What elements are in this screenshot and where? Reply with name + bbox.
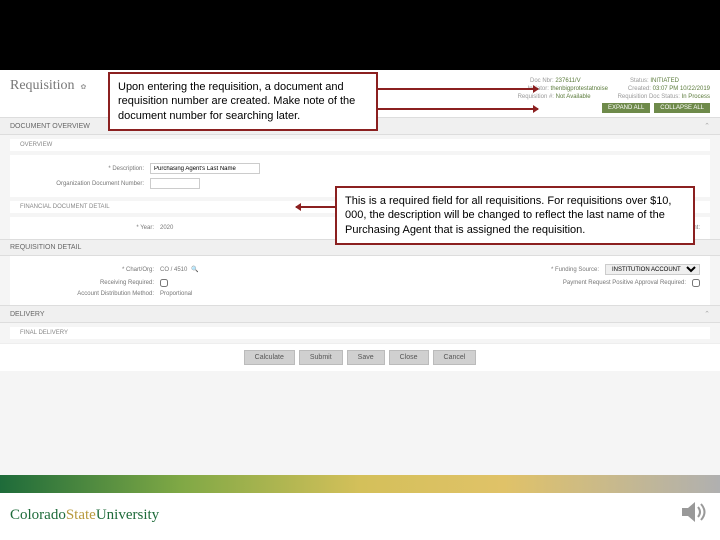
payment-request-label: Payment Request Positive Approval Requir… (522, 280, 692, 286)
created: Created: 03:07 PM 10/22/2019 (628, 86, 710, 92)
csu-logo: ColoradoStateUniversity (10, 507, 159, 524)
save-button[interactable]: Save (347, 350, 385, 365)
doc-nbr: Doc Nbr: 237611/V (530, 78, 610, 84)
section-label: DELIVERY (10, 311, 45, 318)
description-input[interactable] (150, 163, 260, 174)
collapse-all-button[interactable]: COLLAPSE ALL (654, 103, 710, 113)
slide-top-black (0, 0, 720, 70)
gear-icon[interactable]: ✿ (81, 84, 87, 91)
chart-org-value: CO / 4510 (160, 267, 187, 273)
chevron-up-icon: ⌃ (704, 310, 710, 318)
section-delivery[interactable]: DELIVERY ⌃ (0, 305, 720, 323)
funding-source-select[interactable]: INSTITUTION ACCOUNT (605, 264, 700, 275)
status: Status: INITIATED (630, 78, 710, 84)
description-label: * Description: (10, 166, 150, 172)
slide-footer: ColoradoStateUniversity (0, 475, 720, 540)
org-doc-num-label: Organization Document Number: (10, 181, 150, 187)
payment-request-checkbox[interactable] (692, 279, 700, 287)
sound-icon[interactable] (680, 499, 710, 532)
org-doc-num-input[interactable] (150, 178, 200, 189)
cancel-button[interactable]: Cancel (433, 350, 477, 365)
submit-button[interactable]: Submit (299, 350, 343, 365)
receiving-required-label: Receiving Required: (20, 280, 160, 286)
chart-org-label: * Chart/Org: (20, 267, 160, 273)
arrow-icon (378, 88, 538, 90)
year-value: 2020 (160, 225, 173, 231)
annotation-description: This is a required field for all requisi… (335, 186, 695, 245)
gradient-bar (0, 475, 720, 493)
receiving-required-checkbox[interactable] (160, 279, 168, 287)
page-title-wrap: Requisition ✿ (10, 78, 86, 94)
account-dist-value: Proportional (160, 291, 192, 297)
header-info: Doc Nbr: 237611/V Status: INITIATED Init… (518, 78, 710, 113)
funding-source-label: * Funding Source: (435, 267, 605, 273)
arrow-icon (296, 206, 335, 208)
search-icon[interactable]: 🔍 (191, 266, 198, 273)
footer-buttons: Calculate Submit Save Close Cancel (0, 343, 720, 371)
arrow-icon (378, 108, 538, 110)
account-dist-label: Account Distribution Method: (20, 291, 160, 297)
year-label: * Year: (20, 225, 160, 231)
section-label: DOCUMENT OVERVIEW (10, 123, 90, 130)
section-label: REQUISITION DETAIL (10, 244, 81, 251)
req-nbr: Requisition #: Not Available (518, 94, 598, 100)
close-button[interactable]: Close (389, 350, 429, 365)
calculate-button[interactable]: Calculate (244, 350, 295, 365)
req-detail-form: * Chart/Org: CO / 4510 🔍 * Funding Sourc… (10, 256, 710, 305)
expand-all-button[interactable]: EXPAND ALL (602, 103, 650, 113)
initiator: Initiator: thenbigprotestatnoise (528, 86, 608, 92)
subsection-final-delivery: FINAL DELIVERY (10, 327, 710, 339)
chevron-up-icon: ⌃ (704, 122, 710, 130)
annotation-doc-number: Upon entering the requisition, a documen… (108, 72, 378, 131)
page-title: Requisition (10, 78, 75, 93)
req-doc-status: Requisition Doc Status: In Process (618, 94, 710, 100)
subsection-overview: OVERVIEW (10, 139, 710, 151)
